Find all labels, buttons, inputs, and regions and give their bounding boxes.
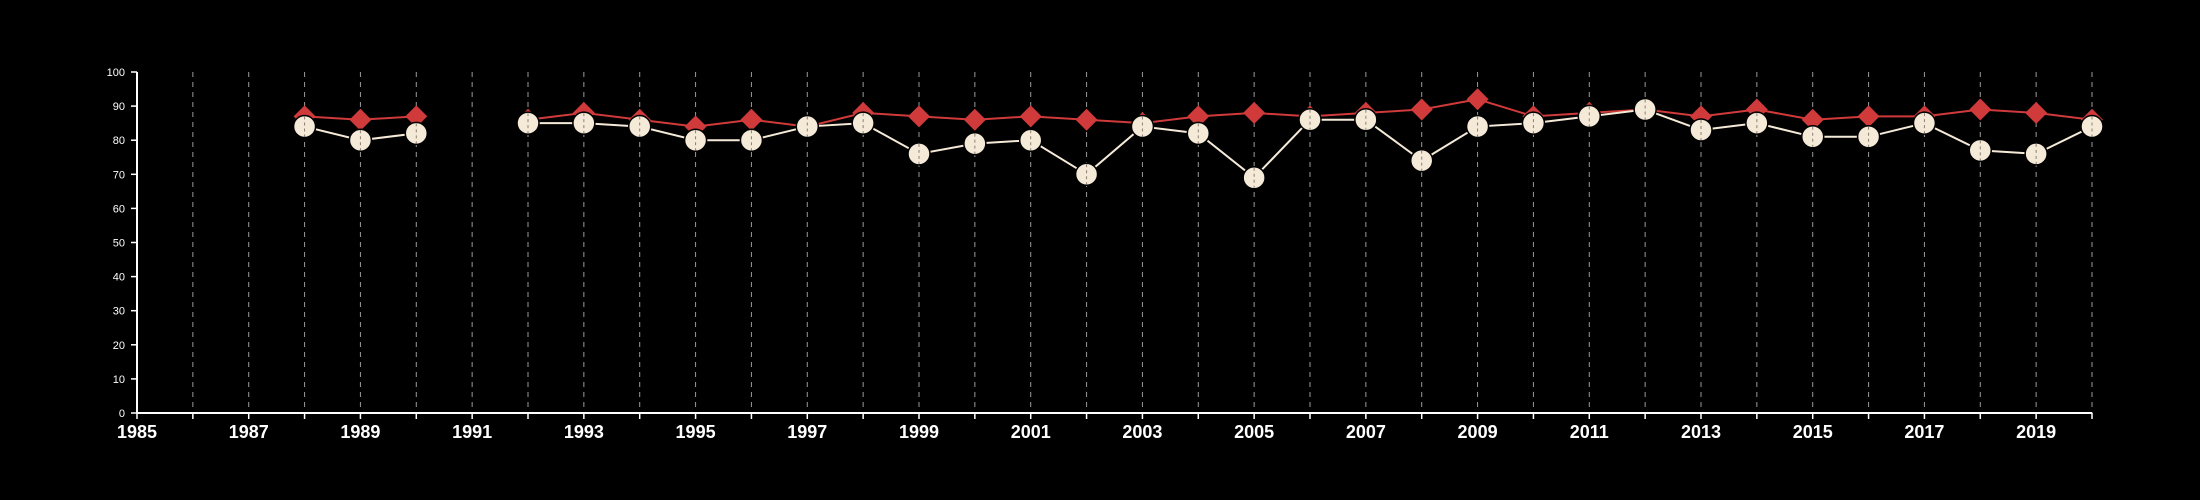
data-point-diamond: [2025, 101, 2048, 124]
data-point-circle: [1800, 125, 1825, 149]
data-point-diamond: [740, 108, 763, 131]
data-point-circle: [1186, 121, 1211, 146]
data-point-diamond: [1019, 105, 1042, 128]
x-tick-label: 1995: [676, 422, 716, 442]
data-point-circle: [1689, 118, 1713, 142]
data-point-circle: [1130, 114, 1155, 139]
data-point-diamond: [1243, 101, 1266, 124]
data-point-diamond: [1969, 98, 1992, 121]
y-tick-label: 80: [113, 135, 125, 147]
data-point-circle: [1856, 125, 1881, 149]
x-tick-label: 1987: [229, 422, 269, 442]
data-point-circle: [1968, 138, 1993, 163]
y-tick-label: 10: [113, 374, 125, 386]
data-point-diamond: [908, 105, 930, 128]
data-point-diamond: [1466, 88, 1489, 111]
x-tick-label: 2015: [1793, 422, 1833, 442]
data-point-circle: [1242, 165, 1266, 190]
x-tick-label: 2005: [1234, 422, 1274, 442]
data-point-circle: [1018, 128, 1043, 152]
x-tick-label: 1993: [564, 422, 604, 442]
data-point-circle: [1521, 111, 1546, 135]
data-point-circle: [627, 114, 652, 139]
data-point-diamond: [963, 108, 986, 131]
series-group: [292, 88, 2104, 190]
data-point-circle: [963, 131, 987, 156]
data-point-diamond: [1075, 108, 1098, 131]
data-point-circle: [1465, 114, 1490, 139]
data-point-circle: [795, 114, 820, 139]
y-tick-label: 50: [113, 238, 125, 250]
data-point-circle: [292, 114, 317, 139]
y-tick-label: 90: [113, 101, 125, 113]
data-point-diamond: [1857, 105, 1880, 128]
y-tick-label: 70: [113, 169, 125, 181]
x-tick-label: 2017: [1904, 422, 1944, 442]
data-point-circle: [516, 111, 540, 135]
data-point-diamond: [1410, 98, 1433, 121]
data-point-circle: [348, 128, 373, 152]
data-point-circle: [907, 142, 931, 166]
x-tick-label: 2009: [1458, 422, 1498, 442]
gridlines: [192, 72, 2093, 413]
data-point-circle: [739, 128, 764, 152]
data-point-diamond: [405, 105, 428, 128]
data-point-circle: [683, 128, 708, 152]
data-point-circle: [404, 121, 429, 146]
data-point-circle: [851, 111, 875, 135]
x-tick-label: 2019: [2016, 422, 2056, 442]
x-tick-label: 1991: [452, 422, 492, 442]
data-point-circle: [1298, 107, 1322, 132]
y-tick-label: 100: [107, 67, 125, 79]
x-tick-label: 2003: [1122, 422, 1162, 442]
y-tick-label: 60: [113, 203, 125, 215]
data-point-diamond: [1801, 108, 1824, 131]
data-point-circle: [1354, 107, 1378, 132]
data-point-circle: [1577, 104, 1602, 129]
data-point-circle: [1912, 111, 1937, 135]
x-tick-label: 2011: [1570, 422, 1609, 442]
x-tick-label: 2001: [1011, 422, 1051, 442]
axes: 0 10 20 30 40 50 60 70 80 90 100 1985 1987 1989 1991 19…: [107, 67, 2093, 442]
data-point-circle: [2080, 114, 2104, 139]
data-point-circle: [1074, 162, 1099, 187]
data-point-circle: [572, 111, 596, 135]
data-point-circle: [1633, 97, 1657, 122]
data-point-circle: [1409, 148, 1434, 173]
y-tick-label: 30: [113, 306, 125, 318]
x-tick-label: 1997: [787, 422, 827, 442]
x-tick-label: 1999: [899, 422, 939, 442]
y-tick-label: 40: [113, 272, 125, 284]
x-tick-label: 1989: [340, 422, 380, 442]
y-tick-label: 20: [113, 340, 125, 352]
x-tick-label: 1985: [117, 422, 157, 442]
x-tick-label: 2013: [1681, 422, 1721, 442]
series-1-points: [292, 97, 2104, 190]
data-point-circle: [2024, 142, 2048, 166]
data-point-diamond: [349, 108, 372, 131]
x-tick-label: 2007: [1346, 422, 1386, 442]
data-point-diamond: [1187, 105, 1210, 128]
y-tick-label: 0: [119, 408, 125, 420]
data-point-circle: [1745, 111, 1769, 135]
